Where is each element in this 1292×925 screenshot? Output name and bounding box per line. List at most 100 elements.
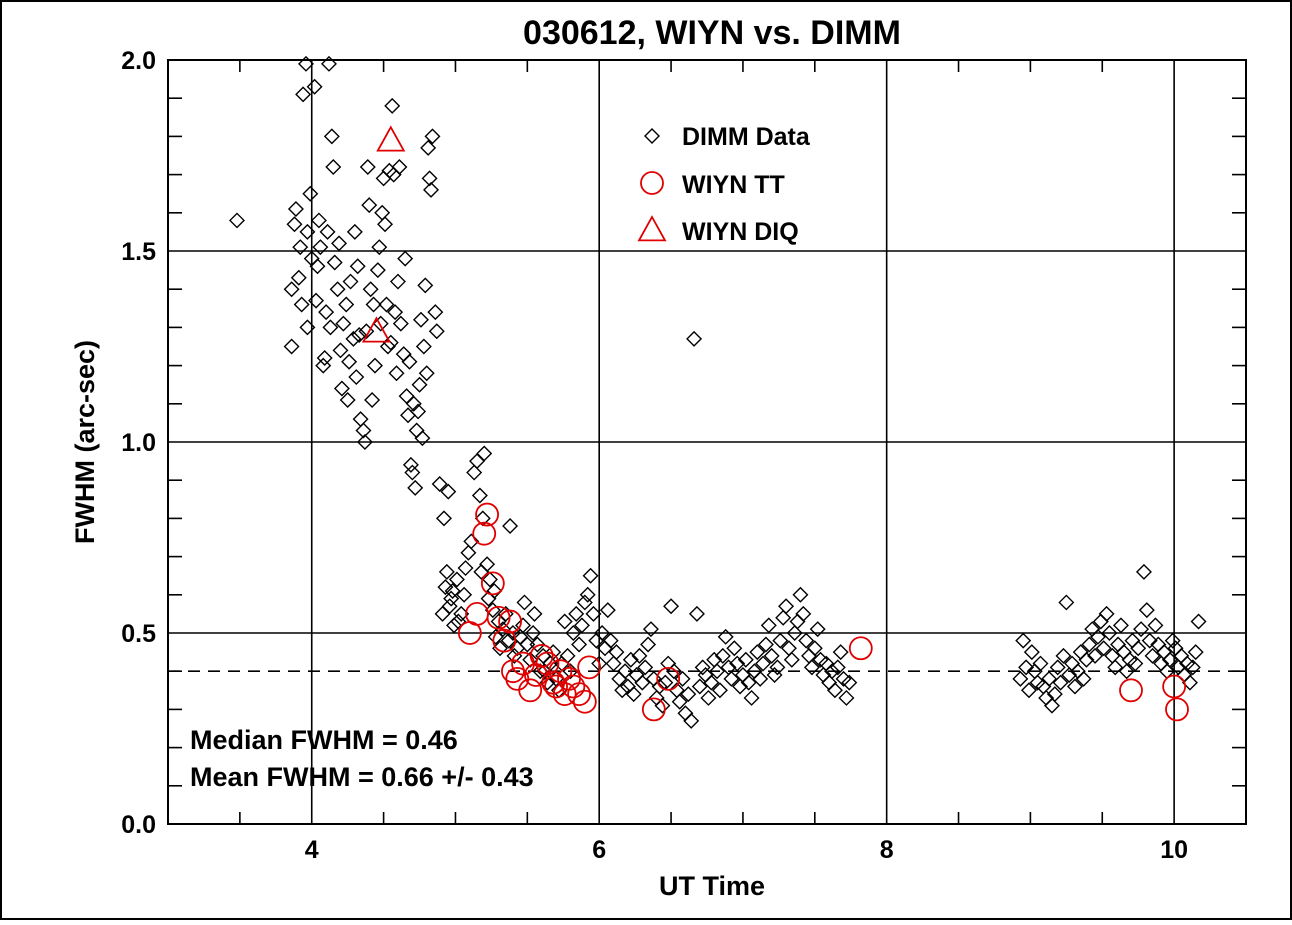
dimm-data-point	[392, 315, 409, 332]
dimm-data-point	[312, 239, 329, 256]
dimm-data-point	[364, 391, 381, 408]
dimm-data-point	[654, 697, 671, 714]
dimm-data-point	[484, 602, 501, 619]
wiyn-tt-point	[475, 502, 499, 527]
dimm-data-point	[1138, 602, 1155, 619]
y-tick-label: 1.5	[121, 238, 156, 266]
dimm-data-point	[686, 330, 703, 347]
dimm-data-point	[355, 422, 372, 439]
dimm-data-point	[732, 678, 749, 695]
dimm-data-point	[302, 185, 319, 202]
dimm-data-point	[365, 296, 382, 313]
dimm-data-point	[1046, 686, 1063, 703]
wiyn-tt-point	[641, 697, 666, 722]
dimm-data-point	[571, 636, 588, 653]
dimm-data-point	[471, 487, 488, 504]
dimm-data-point	[412, 311, 429, 328]
dimm-data-point	[1147, 617, 1164, 634]
dimm-data-point	[331, 235, 348, 252]
dimm-data-point	[308, 292, 325, 309]
dimm-data-point	[320, 55, 337, 72]
dimm-data-point	[319, 223, 336, 240]
wiyn-tt-point	[1119, 678, 1143, 703]
dimm-data-point	[1012, 670, 1029, 687]
dimm-data-point	[293, 296, 310, 313]
dimm-data-point	[832, 644, 849, 661]
dimm-data-point	[339, 391, 356, 408]
dimm-data-point	[772, 632, 789, 649]
dimm-data-point	[694, 659, 711, 676]
dimm-data-point	[1058, 594, 1075, 611]
dimm-data-point	[585, 605, 602, 622]
dimm-data-point	[295, 86, 312, 103]
wiyn-tt-point	[577, 655, 602, 680]
dimm-data-point	[568, 605, 585, 622]
y-axis-label: FWHM (arc-sec)	[70, 340, 100, 544]
dimm-data-point	[806, 640, 823, 657]
dimm-data-point	[387, 304, 404, 321]
dimm-data-point	[1023, 644, 1040, 661]
y-tick-label: 1.0	[121, 429, 156, 457]
dimm-data-point	[332, 342, 349, 359]
dimm-data-point	[1078, 651, 1095, 668]
dimm-data-point	[405, 395, 422, 412]
dimm-data-point	[414, 430, 431, 447]
y-tick-label: 0.0	[121, 811, 156, 839]
dimm-data-point	[1135, 563, 1152, 580]
dimm-data-point	[448, 571, 465, 588]
dimm-data-point	[1049, 659, 1066, 676]
wiyn-tt-point	[480, 571, 505, 596]
dimm-data-point	[1107, 659, 1124, 676]
dimm-data-point	[348, 369, 365, 386]
dimm-data-point	[457, 560, 474, 577]
wiyn-tt-point	[1162, 674, 1187, 699]
wiyn-tt-point	[848, 636, 873, 661]
dimm-data-point	[481, 571, 498, 588]
legend-markers	[637, 128, 667, 242]
dimm-data-point	[359, 158, 376, 175]
dimm-data-point	[333, 380, 350, 397]
chart-title: 030612, WIYN vs. DIMM	[523, 14, 901, 52]
dimm-data-point	[391, 158, 408, 175]
dimm-data-point	[310, 212, 327, 229]
dimm-data-point	[404, 464, 421, 481]
wiyn-tt-point	[498, 609, 522, 634]
dimm-data-point	[1187, 644, 1204, 661]
legend-triangle-icon	[637, 215, 667, 242]
wiyn-tt-point	[1165, 697, 1189, 722]
dimm-data-point	[1087, 647, 1104, 664]
legend-entry-wiyn-tt: WIYN TT	[682, 171, 785, 199]
dimm-data-point	[362, 281, 379, 298]
dimm-data-point	[565, 625, 582, 641]
dimm-data-point	[1161, 651, 1178, 668]
dimm-data-point	[356, 434, 373, 450]
dimm-data-point	[729, 655, 746, 672]
dimm-data-point	[795, 605, 812, 622]
dimm-data-point	[674, 670, 691, 687]
dimm-data-point	[440, 483, 457, 500]
dimm-data-point	[379, 338, 396, 355]
dimm-data-point	[714, 647, 731, 664]
wiyn-tt-point	[492, 628, 517, 653]
dimm-data-point	[371, 239, 388, 256]
dimm-data-point	[306, 78, 323, 95]
dimm-data-point	[1130, 640, 1147, 657]
dimm-data-point	[573, 617, 590, 634]
dimm-data-point	[420, 139, 437, 156]
dimm-data-point	[378, 296, 395, 313]
dimm-data-point	[792, 586, 809, 603]
dimm-data-point	[760, 617, 777, 634]
dimm-data-point	[1164, 632, 1181, 649]
dimm-data-point	[287, 200, 304, 217]
dimm-data-point	[389, 273, 406, 290]
dimm-data-point	[1043, 697, 1060, 714]
dimm-data-point	[703, 674, 720, 691]
dimm-data-point	[366, 357, 383, 374]
dimm-data-point	[427, 304, 444, 321]
dimm-data-point	[299, 223, 316, 240]
dimm-data-point	[841, 674, 858, 691]
wiyn-diq-point	[361, 316, 391, 343]
dimm-data-point	[829, 659, 846, 676]
dimm-data-point	[526, 605, 543, 622]
